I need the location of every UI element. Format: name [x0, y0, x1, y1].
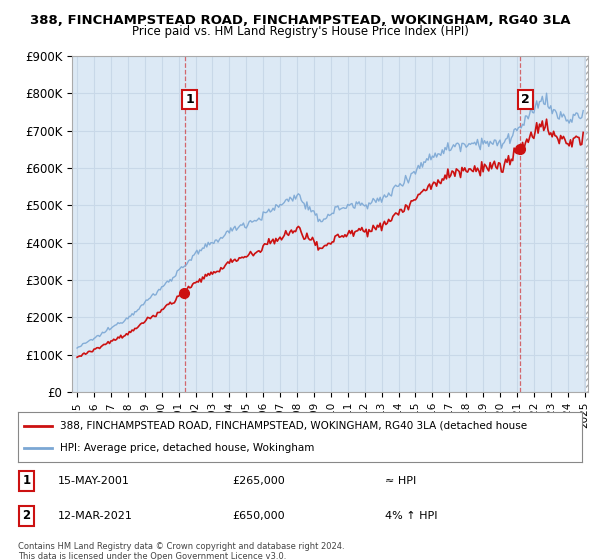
Text: £650,000: £650,000 — [232, 511, 285, 521]
Text: 388, FINCHAMPSTEAD ROAD, FINCHAMPSTEAD, WOKINGHAM, RG40 3LA (detached house: 388, FINCHAMPSTEAD ROAD, FINCHAMPSTEAD, … — [60, 421, 527, 431]
Text: Contains HM Land Registry data © Crown copyright and database right 2024.
This d: Contains HM Land Registry data © Crown c… — [18, 542, 344, 560]
Text: 12-MAR-2021: 12-MAR-2021 — [58, 511, 133, 521]
Text: ≈ HPI: ≈ HPI — [385, 476, 416, 486]
Text: 4% ↑ HPI: 4% ↑ HPI — [385, 511, 437, 521]
Text: 1: 1 — [185, 93, 194, 106]
Text: 388, FINCHAMPSTEAD ROAD, FINCHAMPSTEAD, WOKINGHAM, RG40 3LA: 388, FINCHAMPSTEAD ROAD, FINCHAMPSTEAD, … — [30, 14, 570, 27]
Text: Price paid vs. HM Land Registry's House Price Index (HPI): Price paid vs. HM Land Registry's House … — [131, 25, 469, 38]
Text: 2: 2 — [521, 93, 530, 106]
Text: £265,000: £265,000 — [232, 476, 285, 486]
Text: 2: 2 — [22, 509, 31, 522]
Text: HPI: Average price, detached house, Wokingham: HPI: Average price, detached house, Woki… — [60, 443, 314, 453]
Text: 15-MAY-2001: 15-MAY-2001 — [58, 476, 130, 486]
Text: 1: 1 — [22, 474, 31, 487]
